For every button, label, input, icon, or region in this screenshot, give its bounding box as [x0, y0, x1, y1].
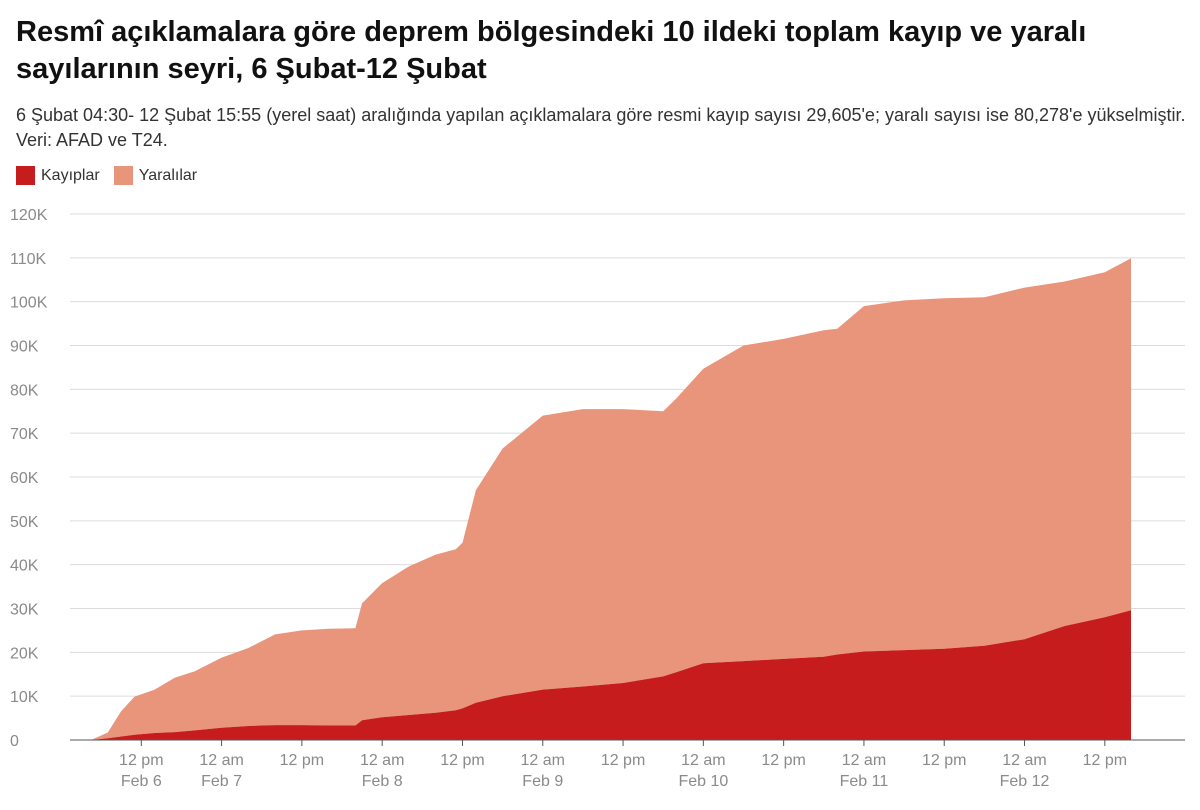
y-tick-label: 80K: [10, 382, 39, 399]
x-tick-label: 12 pm: [280, 752, 324, 769]
x-tick-label: 12 pm: [119, 752, 163, 769]
y-tick-label: 40K: [10, 558, 39, 575]
legend-label-yaralilar: Yaralılar: [138, 166, 198, 184]
x-tick-label: 12 am: [842, 752, 886, 769]
y-tick-label: 90K: [10, 339, 39, 356]
legend-item-kayiplar: Kayıplar: [16, 166, 100, 185]
x-tick-date-label: Feb 6: [121, 773, 162, 790]
x-tick-date-label: Feb 12: [1000, 773, 1050, 790]
legend-item-yaralilar: Yaralılar: [113, 166, 198, 185]
x-tick-label: 12 am: [521, 752, 565, 769]
legend-swatch-yaralilar: [113, 166, 133, 185]
area-kayiplar: [91, 610, 1132, 740]
x-tick-label: 12 pm: [440, 752, 484, 769]
legend-label-kayiplar: Kayıplar: [41, 166, 100, 184]
x-tick-date-label: Feb 8: [362, 773, 403, 790]
chart-title: Resmî açıklamalara göre deprem bölgesind…: [16, 16, 1087, 85]
x-tick-date-label: Feb 10: [678, 773, 728, 790]
area-yaralilar: [91, 258, 1132, 740]
x-tick-label: 12 pm: [922, 752, 966, 769]
legend-swatch-kayiplar: [16, 166, 35, 185]
x-tick-date-label: Feb 11: [840, 773, 889, 790]
y-tick-label: 110K: [10, 251, 47, 268]
x-tick-label: 12 am: [1002, 752, 1046, 769]
x-tick-label: 12 pm: [761, 752, 805, 769]
x-tick-label: 12 am: [199, 752, 243, 769]
y-tick-label: 120K: [10, 207, 48, 224]
y-tick-label: 70K: [10, 426, 39, 443]
x-tick-label: 12 am: [681, 752, 725, 769]
y-tick-label: 20K: [10, 645, 39, 662]
chart-subtitle: 6 Şubat 04:30- 12 Şubat 15:55 (yerel saa…: [16, 105, 1186, 150]
y-tick-label: 30K: [10, 602, 39, 619]
x-tick-date-label: Feb 7: [201, 773, 242, 790]
x-tick-label: 12 pm: [1083, 752, 1127, 769]
x-tick-date-label: Feb 9: [522, 773, 563, 790]
y-tick-label: 60K: [10, 470, 39, 487]
legend: Kayıplar Yaralılar: [16, 166, 211, 185]
y-tick-label: 0: [10, 733, 19, 750]
y-tick-label: 50K: [10, 514, 39, 531]
x-tick-label: 12 pm: [601, 752, 645, 769]
y-tick-label: 10K: [10, 689, 39, 706]
x-tick-label: 12 am: [360, 752, 404, 769]
y-tick-label: 100K: [10, 295, 48, 312]
